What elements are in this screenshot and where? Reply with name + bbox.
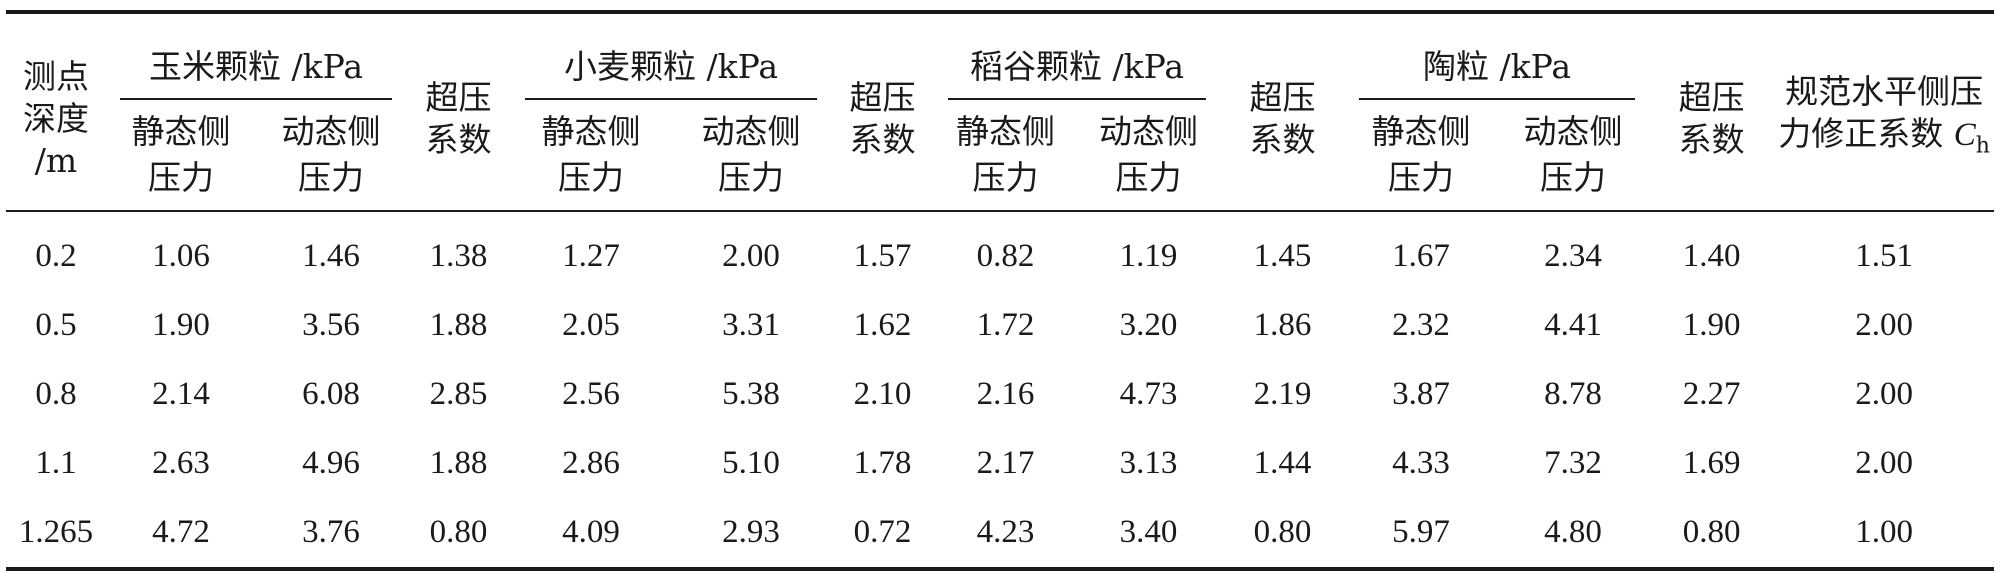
table-cell: 3.40 <box>1119 514 1178 550</box>
table-cell: 0.80 <box>1682 514 1741 550</box>
header-dynamic-wheat: 动态侧 压力 <box>701 112 801 197</box>
table-cell: 3.31 <box>722 307 780 343</box>
header-static-ceramsite: 静态侧 压力 <box>1371 112 1471 197</box>
table-cell: 1.78 <box>853 445 912 481</box>
table-row: 1.1 2.63 4.96 1.88 2.86 5.10 1.78 2.17 3.13 1.44 4… <box>6 429 1994 498</box>
table-cell: 1.88 <box>429 445 488 481</box>
header-static-corn: 静态侧 压力 <box>131 112 231 197</box>
header-ceramsite: 陶粒 /kPa <box>1345 12 1649 100</box>
table-cell: 1.45 <box>1253 238 1312 274</box>
table-cell: 1.72 <box>976 307 1035 343</box>
table-row: 0.5 1.90 3.56 1.88 2.05 3.31 1.62 1.72 3.20 1.86 2… <box>6 291 1994 360</box>
table-cell: 1.1 <box>35 445 77 481</box>
table-cell: 4.73 <box>1119 376 1178 412</box>
table-cell: 5.38 <box>722 376 780 412</box>
header-overpressure-corn: 超压 系数 <box>406 12 512 212</box>
table-cell: 1.265 <box>18 514 94 550</box>
table-row: 1.265 4.72 3.76 0.80 4.09 2.93 0.72 4.23 3.40 0.8… <box>6 498 1995 569</box>
table-cell: 1.00 <box>1855 514 1913 550</box>
table-cell: 1.86 <box>1253 307 1312 343</box>
table-cell: 1.69 <box>1682 445 1741 481</box>
table-cell: 4.33 <box>1392 445 1450 481</box>
table-cell: 2.10 <box>853 376 912 412</box>
table-cell: 1.27 <box>562 238 620 274</box>
table-cell: 4.23 <box>976 514 1035 550</box>
table-cell: 4.41 <box>1544 307 1602 343</box>
table-cell: 2.00 <box>1855 445 1913 481</box>
table-cell: 3.20 <box>1119 307 1178 343</box>
header-dynamic-ceramsite: 动态侧 压力 <box>1523 112 1623 197</box>
table-cell: 4.09 <box>562 514 620 550</box>
table-cell: 2.00 <box>722 238 780 274</box>
table-cell: 2.63 <box>152 445 210 481</box>
header-static-rice: 静态侧 压力 <box>956 112 1056 197</box>
table-cell: 2.00 <box>1855 376 1913 412</box>
table-cell: 3.13 <box>1119 445 1178 481</box>
table-cell: 1.88 <box>429 307 488 343</box>
table-cell: 2.16 <box>976 376 1035 412</box>
table-cell: 1.46 <box>302 238 360 274</box>
table-cell: 3.87 <box>1392 376 1450 412</box>
table-cell: 2.93 <box>722 514 780 550</box>
table-cell: 7.32 <box>1544 445 1602 481</box>
table-cell: 2.34 <box>1544 238 1602 274</box>
table-cell: 1.44 <box>1253 445 1312 481</box>
table-cell: 1.57 <box>853 238 912 274</box>
table-cell: 4.80 <box>1544 514 1602 550</box>
table-cell: 4.96 <box>302 445 360 481</box>
table-cell: 2.17 <box>976 445 1035 481</box>
table-cell: 1.90 <box>1682 307 1741 343</box>
header-depth: 测点 深度 /m <box>6 12 106 212</box>
table-cell: 6.08 <box>302 376 360 412</box>
table-cell: 0.82 <box>976 238 1035 274</box>
table-row: 0.2 1.06 1.46 1.38 1.27 2.00 1.57 0.82 1.19 1.45 1… <box>6 211 1994 291</box>
table-cell: 3.56 <box>302 307 360 343</box>
table-cell: 1.38 <box>429 238 488 274</box>
header-overpressure-wheat: 超压 系数 <box>831 12 935 212</box>
table-cell: 0.80 <box>429 514 488 550</box>
table-cell: 0.8 <box>35 376 77 412</box>
table-cell: 0.72 <box>853 514 912 550</box>
table-cell: 8.78 <box>1544 376 1602 412</box>
header-code-coefficient: 规范水平侧压 力修正系数 Ch <box>1774 12 1995 212</box>
table-cell: 4.72 <box>152 514 210 550</box>
header-dynamic-rice: 动态侧 压力 <box>1099 112 1199 197</box>
table-cell: 2.86 <box>562 445 620 481</box>
header-corn: 玉米颗粒 /kPa <box>106 12 406 100</box>
table-figure: 测点 深度 /m 玉米颗粒 /kPa 超压 系数 小麦颗粒 /kPa 超压 系数… <box>6 12 1995 569</box>
table-cell: 3.76 <box>302 514 360 550</box>
table-cell: 2.00 <box>1855 307 1913 343</box>
header-static-wheat: 静态侧 压力 <box>541 112 641 197</box>
lateral-pressure-table: 测点 深度 /m 玉米颗粒 /kPa 超压 系数 小麦颗粒 /kPa 超压 系数… <box>6 10 1995 571</box>
table-cell: 5.97 <box>1392 514 1450 550</box>
table-cell: 2.19 <box>1253 376 1312 412</box>
table-cell: 0.2 <box>35 238 77 274</box>
table-cell: 5.10 <box>722 445 780 481</box>
table-cell: 2.32 <box>1392 307 1450 343</box>
table-cell: 2.56 <box>562 376 620 412</box>
header-overpressure-ceramsite: 超压 系数 <box>1649 12 1775 212</box>
table-cell: 1.62 <box>853 307 912 343</box>
header-wheat: 小麦颗粒 /kPa <box>511 12 831 100</box>
table-cell: 0.5 <box>35 307 77 343</box>
header-overpressure-rice: 超压 系数 <box>1220 12 1346 212</box>
table-cell: 2.14 <box>152 376 210 412</box>
table-cell: 2.85 <box>429 376 488 412</box>
table-cell: 0.80 <box>1253 514 1312 550</box>
table-cell: 1.40 <box>1682 238 1741 274</box>
table-cell: 1.51 <box>1855 238 1913 274</box>
table-cell: 1.67 <box>1392 238 1450 274</box>
table-row: 0.8 2.14 6.08 2.85 2.56 5.38 2.10 2.16 4.73 2.19 3… <box>6 360 1994 429</box>
table-cell: 1.06 <box>152 238 210 274</box>
table-cell: 2.27 <box>1682 376 1741 412</box>
header-dynamic-corn: 动态侧 压力 <box>281 112 381 197</box>
header-rice: 稻谷颗粒 /kPa <box>934 12 1220 100</box>
table-cell: 2.05 <box>562 307 620 343</box>
table-cell: 1.19 <box>1119 238 1178 274</box>
table-cell: 1.90 <box>152 307 210 343</box>
